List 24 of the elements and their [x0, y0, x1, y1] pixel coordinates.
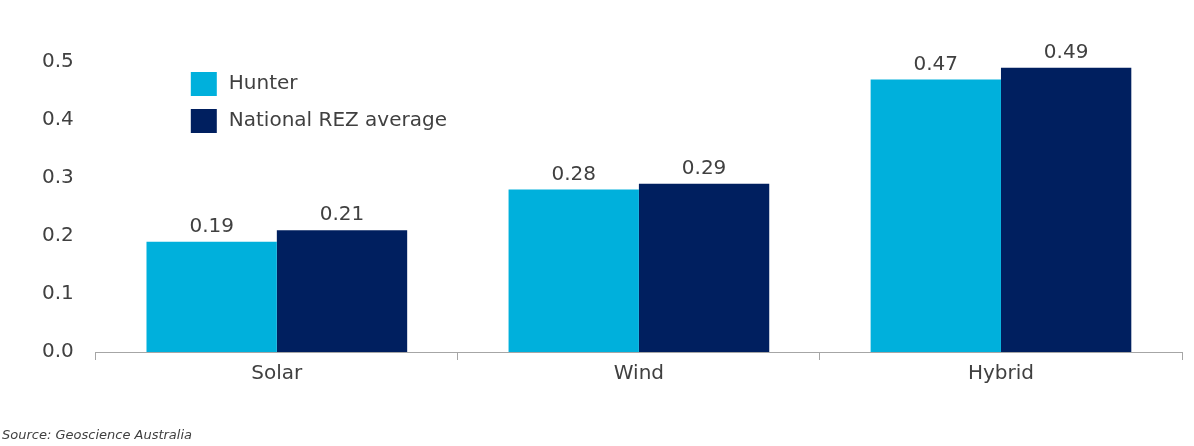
legend-label: National REZ average — [228, 107, 447, 132]
bar — [146, 241, 277, 352]
data-label: 0.21 — [319, 201, 365, 226]
data-label: 0.29 — [681, 155, 727, 179]
y-tick-label: 0.4 — [41, 106, 74, 131]
data-label: 0.47 — [913, 50, 959, 75]
legend-label: Hunter — [228, 70, 299, 95]
x-tick-label: Hybrid — [967, 360, 1034, 385]
data-label: 0.19 — [189, 213, 234, 237]
y-tick-label: 0.5 — [41, 48, 74, 73]
bar — [1000, 67, 1132, 352]
y-tick-label: 0.0 — [41, 338, 74, 363]
bar — [508, 189, 639, 352]
data-label: 0.49 — [1043, 39, 1089, 63]
source-note: Source: Geoscience Australia — [2, 426, 193, 442]
bar — [638, 183, 770, 352]
y-tick-label: 0.3 — [41, 164, 74, 189]
data-label: 0.28 — [551, 160, 596, 185]
x-tick-label: Solar — [251, 360, 304, 385]
bar — [276, 230, 408, 352]
y-tick-label: 0.2 — [41, 222, 74, 247]
bar — [870, 79, 1001, 352]
x-tick-label: Wind — [613, 360, 665, 385]
y-tick-label: 0.1 — [41, 280, 74, 305]
